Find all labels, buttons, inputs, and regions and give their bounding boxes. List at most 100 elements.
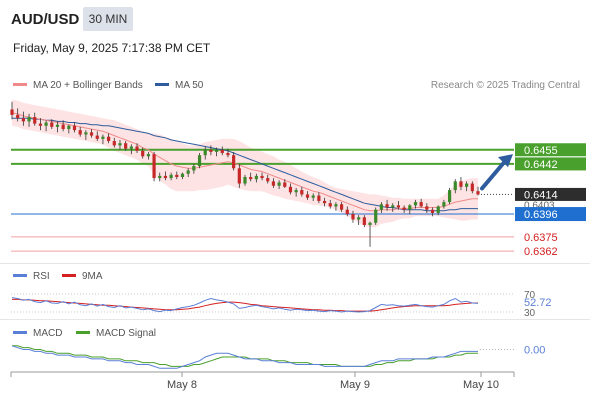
legend-rsi-label: RSI: [33, 271, 50, 282]
resistance-price-label: 0.6455: [524, 145, 558, 157]
candle-body: [419, 202, 423, 207]
candle-body: [152, 154, 156, 179]
candle-body: [61, 124, 65, 130]
candle-body: [351, 214, 355, 220]
symbol-title: AUD/USD: [11, 11, 80, 28]
candle-body: [357, 217, 361, 220]
candle-body: [226, 153, 230, 156]
legend-macd-swatch: [13, 330, 27, 334]
rsi-tick-label: 70: [524, 290, 536, 301]
candle-body: [192, 166, 196, 171]
candle-body: [271, 181, 276, 186]
candle-body: [374, 209, 378, 223]
legend-rsi-swatch: [13, 273, 27, 277]
candle-body: [283, 182, 287, 187]
candle-body: [305, 194, 310, 198]
candle-body: [209, 149, 213, 152]
macd-line: [11, 345, 478, 369]
candle-body: [249, 177, 253, 180]
candle-body: [38, 123, 43, 126]
rsi-line: [11, 297, 479, 313]
candle-body: [163, 175, 168, 179]
candle-body: [425, 206, 429, 210]
candle-body: [340, 204, 344, 210]
candle-body: [317, 195, 321, 201]
legend-ma50-swatch: [155, 82, 169, 86]
resistance-price-tag: [515, 143, 586, 157]
candle-body: [402, 207, 406, 210]
candle-body: [322, 200, 327, 204]
candle-body: [277, 182, 281, 186]
candle-body: [197, 155, 202, 167]
legend-ma20-label: MA 20 + Bollinger Bands: [33, 80, 143, 91]
support-price-label: 0.6362: [524, 246, 558, 258]
candle-body: [362, 217, 366, 225]
candle-body: [214, 149, 219, 152]
rsi-value-label: 52.72: [524, 297, 552, 309]
current-price-tag: [515, 187, 586, 201]
candle-body: [95, 135, 99, 139]
candle-body: [294, 190, 298, 193]
pivot-price-label: 0.6396: [524, 209, 558, 221]
legend-rsi: RSI: [13, 271, 50, 282]
support-price-label: 0.6375: [524, 232, 558, 244]
candle-body: [186, 170, 190, 174]
candle-body: [311, 195, 315, 198]
macd-zero-label: 0.00: [524, 345, 545, 357]
candle-body: [334, 204, 338, 207]
legend-ma50-label: MA 50: [175, 80, 204, 91]
legend-macd: MACD: [13, 328, 62, 339]
current-price-label: 0.6414: [524, 189, 558, 201]
candle-body: [379, 204, 383, 210]
candle-body: [44, 122, 48, 126]
candle-body: [118, 143, 122, 146]
research-credit: Research © 2025 Trading Central: [430, 80, 580, 91]
legend-macd-label: MACD: [33, 328, 63, 339]
candle-body: [21, 118, 25, 122]
resistance-price-tag: [515, 157, 586, 171]
chart-datetime: Friday, May 9, 2025 7:17:38 PM CET: [13, 41, 211, 55]
macd-signal-line: [12, 345, 478, 367]
candle-body: [112, 141, 116, 146]
candle-body: [266, 178, 270, 182]
panel-divider: [0, 263, 590, 264]
candle-body: [107, 136, 111, 142]
candle-body: [391, 205, 395, 208]
candle-body: [141, 150, 145, 157]
candle-body: [10, 109, 14, 115]
forecast-arrow-head: [498, 154, 513, 168]
pivot-price-tag: [515, 207, 586, 222]
legend-9ma-swatch: [62, 273, 76, 277]
candle-body: [169, 174, 173, 179]
pivot-price-label: 0.6403: [524, 200, 555, 211]
candle-body: [203, 149, 207, 156]
legend-ma50: MA 50: [155, 80, 203, 91]
candle-body: [385, 204, 389, 208]
candle-body: [55, 124, 60, 127]
candle-body: [220, 149, 224, 154]
candle-body: [27, 117, 31, 122]
candle-body: [16, 114, 20, 119]
candle-body: [232, 155, 236, 169]
candle-body: [135, 146, 139, 151]
candle-body: [396, 205, 401, 208]
x-axis-label: May 10: [463, 379, 499, 391]
candle-body: [260, 175, 264, 179]
timeframe-badge[interactable]: 30 MIN: [83, 7, 133, 31]
candle-body: [453, 181, 457, 191]
legend-ma20-swatch: [13, 82, 27, 86]
ma20-line: [11, 112, 478, 212]
candle-body: [470, 183, 474, 192]
candle-body: [129, 146, 133, 149]
candle-body: [368, 222, 372, 225]
candle-body: [101, 136, 105, 139]
legend-macd-signal: MACD Signal: [76, 328, 156, 339]
candle-body: [158, 175, 162, 179]
candle-body: [442, 202, 446, 207]
candle-body: [430, 209, 435, 213]
candle-body: [72, 125, 77, 131]
forecast-arrow-shaft: [480, 158, 508, 191]
candle-body: [124, 143, 128, 149]
candle-body: [33, 117, 37, 124]
